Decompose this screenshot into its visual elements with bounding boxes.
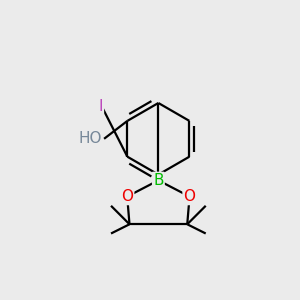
Text: O: O — [121, 189, 133, 204]
Text: O: O — [184, 189, 196, 204]
Text: I: I — [98, 99, 103, 114]
Text: HO: HO — [78, 131, 102, 146]
Text: B: B — [153, 173, 164, 188]
